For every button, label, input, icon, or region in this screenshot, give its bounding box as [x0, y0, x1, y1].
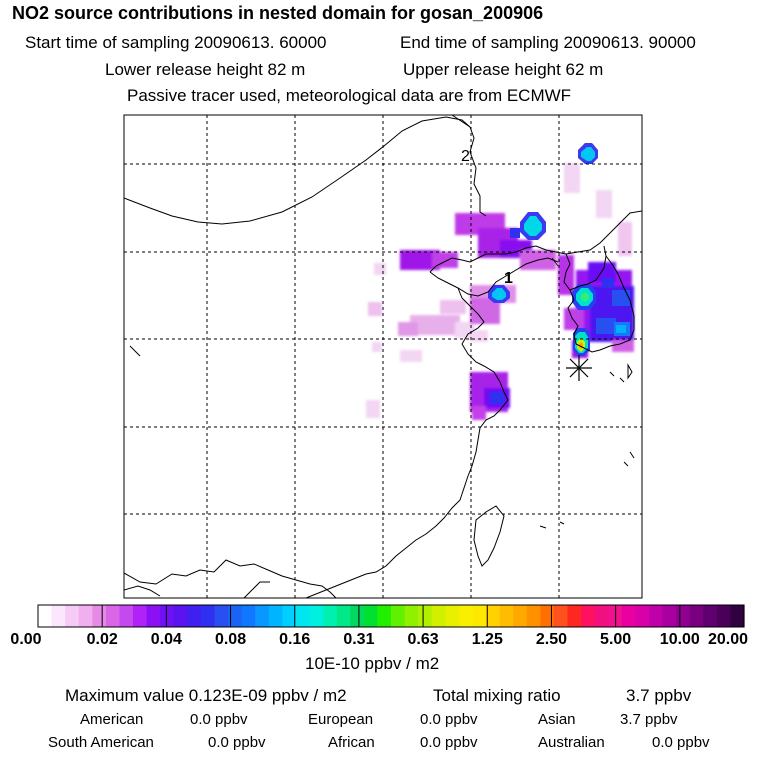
colorbar-swatch	[730, 605, 745, 627]
colorbar-swatch	[472, 605, 487, 627]
gridlines	[124, 115, 642, 598]
colorbar-swatch	[295, 605, 311, 627]
colorbar-swatch	[499, 605, 514, 627]
colorbar-tick-label: 1.25	[471, 631, 503, 648]
colorbar-swatch	[78, 605, 93, 627]
colorbar-swatch	[486, 605, 501, 627]
colorbar-swatch	[648, 605, 664, 627]
colorbar-swatch	[309, 605, 324, 627]
colorbar-swatch	[391, 605, 406, 627]
region-south-american-value: 0.0 ppbv	[208, 734, 266, 751]
region-label-1: 1	[504, 270, 513, 287]
map-frame	[123, 114, 643, 599]
colorbar-swatch	[241, 605, 256, 627]
colorbar-swatch	[418, 605, 433, 627]
colorbar-tick-label: 0.02	[86, 631, 118, 648]
colorbar-swatch	[38, 605, 53, 627]
colorbar-swatch	[377, 605, 392, 627]
region-asian-value: 3.7 ppbv	[620, 711, 678, 728]
colorbar-swatch	[621, 605, 636, 627]
colorbar-tick-label: 10.00	[659, 631, 700, 648]
colorbar-swatch	[133, 605, 148, 627]
colorbar-swatch	[350, 605, 365, 627]
end-time: End time of sampling 20090613. 90000	[400, 33, 696, 52]
colorbar-frame	[37, 604, 745, 628]
colorbar-swatch	[105, 605, 121, 627]
colorbar-swatch	[363, 605, 379, 627]
colorbar-swatch	[255, 605, 270, 627]
colorbar-swatch	[635, 605, 650, 627]
colorbar-swatch	[404, 605, 419, 627]
region-african-name: African	[328, 734, 375, 751]
colorbar-swatch	[703, 605, 718, 627]
region-american-name: American	[80, 711, 144, 728]
colorbar-swatch	[65, 605, 80, 627]
tracer-note: Passive tracer used, meteorological data…	[127, 86, 572, 105]
colorbar-swatch	[51, 605, 66, 627]
colorbar-swatch	[540, 605, 555, 627]
colorbar-swatch	[228, 605, 243, 627]
colorbar-swatch	[92, 605, 107, 627]
receptor-star-icon	[566, 355, 592, 381]
yellow-sea-marks	[551, 257, 559, 267]
colorbar-units: 10E-10 ppbv / m2	[305, 654, 440, 673]
colorbar-swatch	[187, 605, 202, 627]
colorbar-swatch	[445, 605, 460, 627]
colorbar-swatch	[662, 605, 677, 627]
colorbar-swatch	[716, 605, 732, 627]
colorbar-swatch	[676, 605, 691, 627]
colorbar-swatch	[594, 605, 609, 627]
total-mixing-value: 3.7 ppbv	[626, 686, 692, 705]
start-time: Start time of sampling 20090613. 60000	[25, 33, 327, 52]
colorbar-tick-label: 2.50	[535, 631, 568, 648]
colorbar-swatch	[567, 605, 582, 627]
colorbar-swatch	[581, 605, 596, 627]
total-mixing-label: Total mixing ratio	[433, 686, 561, 705]
region-asian-name: Asian	[538, 711, 576, 728]
colorbar-swatch	[336, 605, 351, 627]
region-south-american-name: South American	[48, 734, 154, 751]
colorbar-swatch	[526, 605, 541, 627]
region-american-value: 0.0 ppbv	[190, 711, 248, 728]
colorbar-swatch	[173, 605, 188, 627]
region-label-2: 2	[461, 148, 470, 165]
region-australian-value: 0.0 ppbv	[652, 734, 710, 751]
colorbar-swatch	[268, 605, 283, 627]
colorbar-swatch	[458, 605, 474, 627]
lower-release-height: Lower release height 82 m	[105, 60, 306, 79]
colorbar-tick-label: 20.00	[707, 631, 749, 648]
colorbar-tick-label: 5.00	[600, 631, 632, 648]
colorbar-tick-label: 0.63	[407, 631, 439, 648]
colorbar-tick-label: 0.00	[10, 631, 42, 648]
upper-release-height: Upper release height 62 m	[403, 60, 604, 79]
hotspots	[488, 143, 630, 404]
colorbar-tick-label: 0.16	[279, 631, 311, 648]
colorbar-swatch	[513, 605, 528, 627]
coastlines	[124, 115, 642, 598]
region-australian-name: Australian	[538, 734, 605, 751]
colorbar-swatch	[553, 605, 569, 627]
max-value: Maximum value 0.123E-09 ppbv / m2	[65, 686, 347, 705]
colorbar-swatch	[689, 605, 704, 627]
colorbar-swatch	[200, 605, 216, 627]
plot-title: NO2 source contributions in nested domai…	[12, 3, 544, 23]
colorbar-tick-label: 0.31	[343, 631, 375, 648]
colorbar-swatch	[146, 605, 161, 627]
colorbar-swatch	[160, 605, 175, 627]
colorbar-swatch	[119, 605, 134, 627]
colorbar-tick-label: 0.08	[214, 631, 247, 648]
region-european-value: 0.0 ppbv	[420, 711, 478, 728]
colorbar-swatch	[431, 605, 446, 627]
region-european-name: European	[308, 711, 374, 728]
colorbar-swatch	[282, 605, 297, 627]
region-african-value: 0.0 ppbv	[420, 734, 478, 751]
colorbar-swatch	[214, 605, 229, 627]
colorbar-swatch	[323, 605, 338, 627]
colorbar-tick-label: 0.04	[150, 631, 182, 648]
